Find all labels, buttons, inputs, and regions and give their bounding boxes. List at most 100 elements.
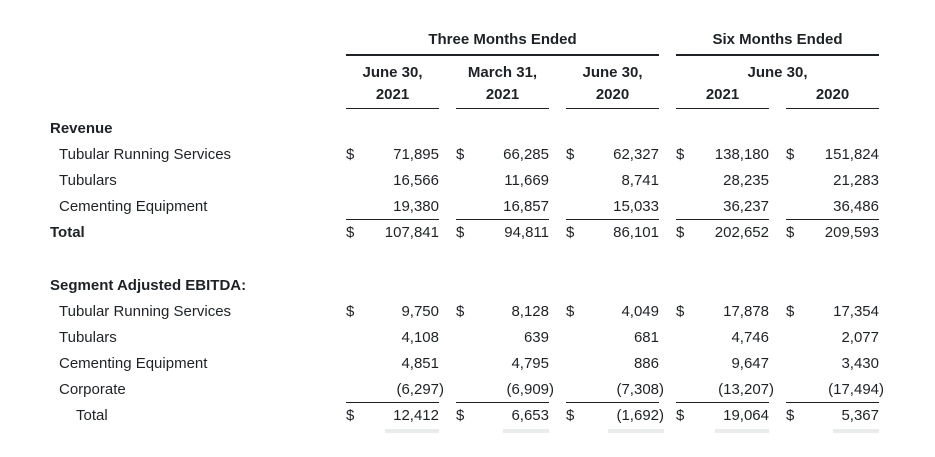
money-cell: 3,430 xyxy=(786,351,879,377)
money-cell: 4,851 xyxy=(346,351,439,377)
cell-value: 9,647 xyxy=(731,355,769,372)
money-cell: $ 6,653 xyxy=(456,403,549,433)
money-cell: 8,741 xyxy=(566,168,659,194)
table-body: Revenue Tubular Running Services $ 71,89… xyxy=(50,116,935,433)
section-heading: Segment Adjusted EBITDA: xyxy=(50,277,247,294)
cell-value: 21,283 xyxy=(833,172,879,189)
cell-value: 4,049 xyxy=(621,303,659,320)
money-cell: (6,909) xyxy=(456,377,554,403)
money-cell: $ 4,049 xyxy=(566,299,659,325)
dollar-sign: $ xyxy=(786,407,795,424)
table-row: Corporate (6,297) (6,909) (7,308) (13,20… xyxy=(50,377,935,403)
money-cell: 36,237 xyxy=(676,194,769,220)
cell-value: 8,741 xyxy=(621,172,659,189)
row-label: Tubulars xyxy=(59,172,117,189)
table-row: Tubulars 16,566 11,669 8,741 28,235 21,2… xyxy=(50,168,935,194)
money-cell: 28,235 xyxy=(676,168,769,194)
cell-value: 16,857 xyxy=(503,198,549,215)
cell-value: (6,297) xyxy=(396,381,444,398)
cell-value: 86,101 xyxy=(613,224,659,241)
dollar-sign: $ xyxy=(456,407,465,424)
money-cell: $ 138,180 xyxy=(676,142,769,168)
table-section: Segment Adjusted EBITDA: Tubular Running… xyxy=(50,273,935,433)
cell-value: 28,235 xyxy=(723,172,769,189)
cell-value: 12,412 xyxy=(385,403,439,433)
row-label: Total xyxy=(50,224,85,241)
table-row: Tubular Running Services $ 71,895 $ 66,2… xyxy=(50,142,935,168)
table-row: Cementing Equipment 19,380 16,857 15,033… xyxy=(50,194,935,220)
money-cell: 4,795 xyxy=(456,351,549,377)
money-cell: 681 xyxy=(566,325,659,351)
cell-value: 4,746 xyxy=(731,329,769,346)
cell-value: 4,795 xyxy=(511,355,549,372)
dollar-sign: $ xyxy=(566,146,575,163)
money-cell: 639 xyxy=(456,325,549,351)
money-cell: $ 151,824 xyxy=(786,142,879,168)
year-header-row: 2021 2021 2020 2021 2020 xyxy=(50,82,935,109)
cell-value: 9,750 xyxy=(401,303,439,320)
column-year-header: 2020 xyxy=(786,82,879,109)
cell-value: 11,669 xyxy=(504,172,549,189)
table-row: Tubular Running Services $ 9,750 $ 8,128… xyxy=(50,299,935,325)
money-cell: $ 8,128 xyxy=(456,299,549,325)
cell-value: 209,593 xyxy=(824,224,879,241)
cell-value: 8,128 xyxy=(511,303,549,320)
money-cell: 21,283 xyxy=(786,168,879,194)
cell-value: 886 xyxy=(633,355,659,372)
money-cell: 4,108 xyxy=(346,325,439,351)
dollar-sign: $ xyxy=(676,407,685,424)
label-column-spacer xyxy=(50,56,329,82)
money-cell: $ 66,285 xyxy=(456,142,549,168)
cell-value: 19,380 xyxy=(393,198,439,215)
section-heading-row: Revenue xyxy=(50,116,935,142)
column-date-header: June 30, xyxy=(362,64,423,81)
label-column-spacer xyxy=(50,82,329,109)
row-label: Corporate xyxy=(59,381,126,398)
cell-value: 681 xyxy=(633,329,659,346)
cell-value: 4,108 xyxy=(401,329,439,346)
money-cell: (6,297) xyxy=(346,377,444,403)
cell-value: (6,909) xyxy=(506,381,554,398)
cell-value: 17,878 xyxy=(723,303,769,320)
money-cell: (17,494) xyxy=(786,377,884,403)
cell-value: 6,653 xyxy=(503,403,549,433)
column-date-header-shared: June 30, xyxy=(747,64,808,81)
row-label: Tubulars xyxy=(59,329,117,346)
cell-value: 5,367 xyxy=(833,403,879,433)
dollar-sign: $ xyxy=(346,146,355,163)
row-label: Cementing Equipment xyxy=(59,355,208,372)
cell-value: 17,354 xyxy=(833,303,879,320)
money-cell: 2,077 xyxy=(786,325,879,351)
dollar-sign: $ xyxy=(676,146,685,163)
money-cell: $ 71,895 xyxy=(346,142,439,168)
cell-value: 107,841 xyxy=(384,224,439,241)
cell-value: 138,180 xyxy=(714,146,769,163)
column-year-header: 2020 xyxy=(566,82,659,109)
column-year-header: 2021 xyxy=(676,82,769,109)
table-row: Cementing Equipment 4,851 4,795 886 9,64… xyxy=(50,351,935,377)
cell-value: 36,237 xyxy=(723,198,769,215)
dollar-sign: $ xyxy=(456,224,465,241)
money-cell: $ 202,652 xyxy=(676,220,769,246)
row-label: Cementing Equipment xyxy=(59,198,208,215)
cell-value: 639 xyxy=(523,329,549,346)
money-cell: $ 9,750 xyxy=(346,299,439,325)
row-label: Tubular Running Services xyxy=(59,146,232,163)
dollar-sign: $ xyxy=(456,146,465,163)
column-year-header: 2021 xyxy=(456,82,549,109)
dollar-sign: $ xyxy=(566,303,575,320)
money-cell: 16,566 xyxy=(346,168,439,194)
dollar-sign: $ xyxy=(676,224,685,241)
dollar-sign: $ xyxy=(456,303,465,320)
dollar-sign: $ xyxy=(786,224,795,241)
cell-value: (7,308) xyxy=(616,381,664,398)
three-months-ended-header: Three Months Ended xyxy=(346,30,659,56)
cell-value: (13,207) xyxy=(718,381,774,398)
table-row: Total $ 107,841 $ 94,811 $ 86,101 $ 202,… xyxy=(50,220,935,246)
cell-value: 66,285 xyxy=(503,146,549,163)
cell-value: 202,652 xyxy=(714,224,769,241)
money-cell: 19,380 xyxy=(346,194,439,220)
money-cell: (7,308) xyxy=(566,377,664,403)
money-cell: $ (1,692) xyxy=(566,403,664,433)
